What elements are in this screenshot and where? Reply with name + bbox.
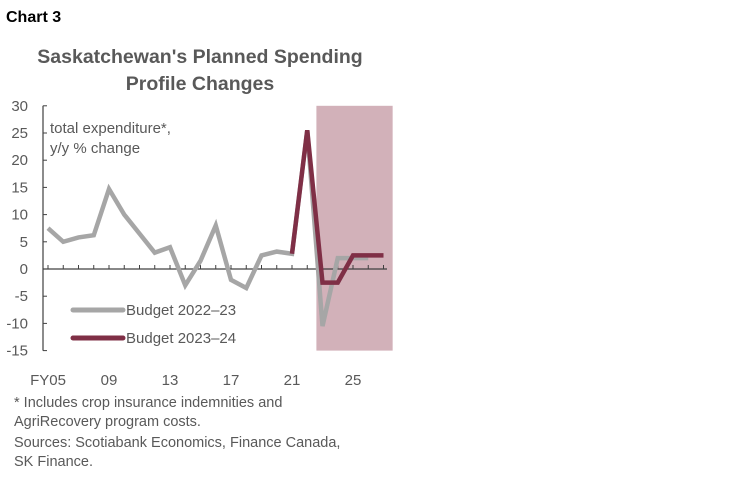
y-tick-label: 25	[11, 125, 28, 142]
y-axis-label-line-2: y/y % change	[50, 140, 140, 157]
y-tick-label: -15	[6, 343, 28, 360]
y-tick-label: 20	[11, 152, 28, 169]
footnote-line-1: * Includes crop insurance indemnities an…	[14, 395, 282, 411]
y-tick-label: 10	[11, 207, 28, 224]
sources-line-2: SK Finance.	[14, 454, 93, 470]
x-tick-label: 09	[101, 372, 118, 389]
y-tick-label: 5	[20, 234, 28, 251]
chart-title-line-2: Profile Changes	[126, 73, 275, 95]
legend-label-budget-2023-24: Budget 2023–24	[126, 330, 236, 347]
forecast-shaded-region	[316, 105, 393, 351]
x-tick-label: 25	[345, 372, 362, 389]
legend-label-budget-2022-23: Budget 2022–23	[126, 302, 236, 319]
y-axis-label-line-1: total expenditure*,	[50, 120, 171, 137]
x-tick-label: 13	[162, 372, 179, 389]
y-tick-label: 15	[11, 179, 28, 196]
y-tick-label: 0	[20, 261, 28, 278]
footnote-line-2: AgriRecovery program costs.	[14, 414, 201, 430]
x-tick-label: 21	[284, 372, 301, 389]
x-tick-label: FY05	[30, 372, 66, 389]
y-tick-label: -5	[15, 288, 28, 305]
chart-title-line-1: Saskatchewan's Planned Spending	[37, 46, 362, 68]
chart-label: Chart 3	[6, 9, 61, 26]
y-tick-label: 30	[11, 98, 28, 115]
sources-line-1: Sources: Scotiabank Economics, Finance C…	[14, 435, 340, 451]
y-tick-label: -10	[6, 315, 28, 332]
x-tick-label: 17	[223, 372, 240, 389]
